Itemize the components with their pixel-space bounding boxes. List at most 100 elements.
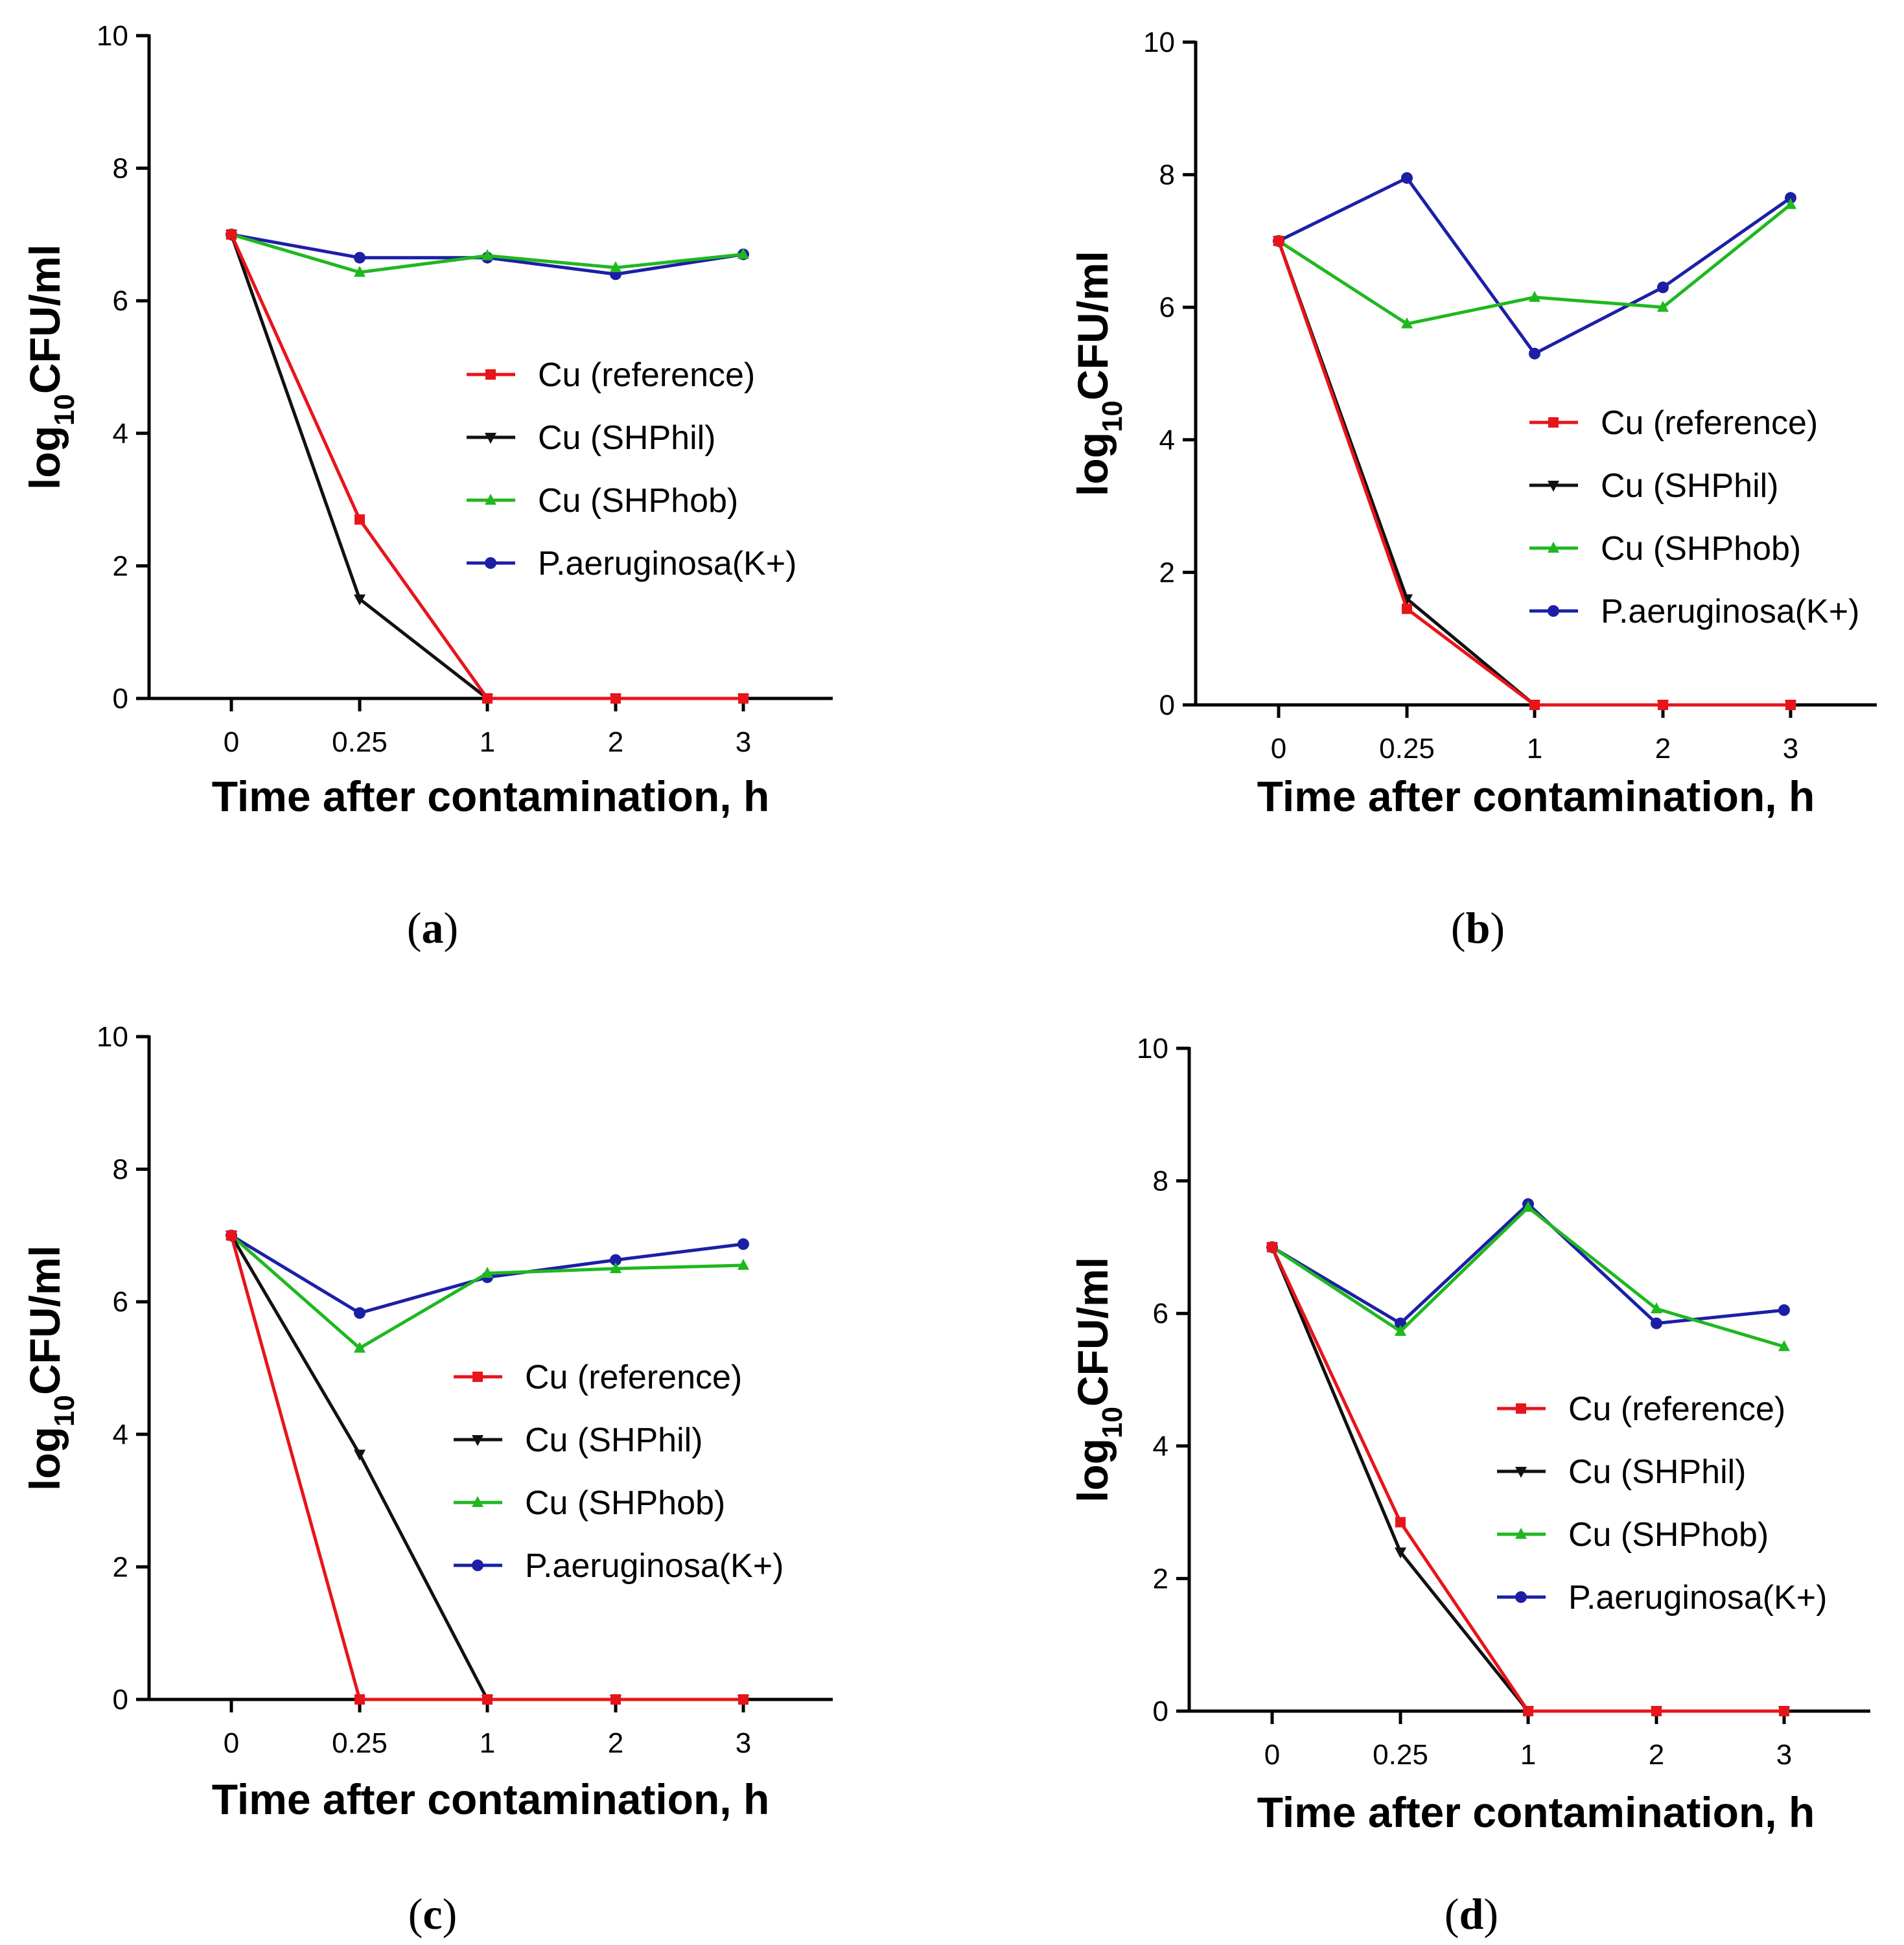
legend: Cu (reference) Cu (SHPhil) Cu (SHPhob) P.ae…	[454, 1359, 784, 1585]
series-line-cu-shphob	[1271, 1206, 1785, 1348]
data-point-cu-shphob	[737, 1258, 749, 1270]
panel-label-close: )	[444, 903, 459, 952]
legend-swatch-marker	[1548, 542, 1559, 553]
data-point-p-aeruginosa-k	[1651, 1317, 1662, 1329]
y-tick-label: 10	[1137, 1033, 1168, 1065]
data-point-cu-reference	[482, 693, 493, 704]
x-tick-label: 0	[1264, 1739, 1280, 1771]
series-cu-shphil	[226, 1230, 749, 1706]
panel-label: (a)	[407, 903, 458, 952]
legend-label: Cu (reference)	[1601, 404, 1818, 442]
x-tick-label: 3	[1776, 1739, 1792, 1771]
x-tick-label: 3	[1783, 733, 1798, 765]
panel-label-open: (	[1451, 903, 1466, 952]
legend-item-cu-shphob: Cu (SHPhob)	[1529, 530, 1801, 568]
y-tick-label: 8	[1159, 159, 1175, 191]
legend-swatch-marker	[1515, 1591, 1527, 1603]
x-tick-label: 0	[224, 726, 239, 758]
legend-item-p-aeruginosa-k: P.aeruginosa(K+)	[1497, 1579, 1827, 1617]
x-tick-label: 0.25	[1379, 733, 1435, 765]
legend-swatch-marker	[485, 557, 496, 569]
y-tick-label: 4	[113, 1419, 128, 1451]
legend: Cu (reference) Cu (SHPhil) Cu (SHPhob) P.ae…	[1529, 404, 1859, 630]
chart-panel-a: 0 2 4 6 8 10 0 0.25 1 2 3 Time after contamination,…	[21, 20, 833, 952]
series-cu-shphil	[226, 229, 749, 705]
legend-label: Cu (SHPhob)	[1601, 530, 1801, 568]
data-point-cu-shphob	[1785, 198, 1796, 209]
series-line-cu-shphob	[1277, 203, 1792, 326]
legend-item-cu-reference: Cu (reference)	[1497, 1390, 1785, 1428]
panel-label: (b)	[1451, 903, 1505, 952]
x-tick-label: 2	[1655, 733, 1671, 765]
y-axis-title-subscript: 10	[49, 394, 80, 426]
y-tick-label: 2	[113, 550, 128, 582]
data-point-cu-reference	[226, 229, 237, 240]
panel-label-close: )	[1483, 1889, 1498, 1939]
series-p-aeruginosa-k	[1273, 172, 1796, 360]
legend-label: P.aeruginosa(K+)	[538, 545, 796, 582]
y-tick-label: 2	[1159, 557, 1175, 588]
y-axis-title-log: log	[1069, 432, 1117, 496]
legend-item-p-aeruginosa-k: P.aeruginosa(K+)	[1529, 593, 1859, 630]
legend-item-cu-shphil: Cu (SHPhil)	[454, 1421, 703, 1459]
data-point-cu-shphob	[1651, 1302, 1662, 1314]
legend-swatch-marker	[1516, 1403, 1526, 1414]
y-axis-title-subscript: 10	[49, 1395, 80, 1427]
series-cu-reference	[1267, 1241, 1789, 1716]
series-cu-reference	[226, 229, 749, 704]
x-tick-label: 1	[480, 1727, 495, 1759]
x-tick-label: 2	[608, 1727, 623, 1759]
series-cu-shphob	[226, 227, 749, 277]
data-point-p-aeruginosa-k	[1529, 347, 1540, 360]
series-line-p-aeruginosa-k	[1271, 1202, 1785, 1326]
y-tick-label: 4	[113, 418, 128, 450]
y-tick-label: 10	[1143, 27, 1175, 58]
data-point-cu-reference	[1529, 700, 1540, 710]
legend-swatch-marker	[472, 1372, 483, 1382]
data-point-cu-reference	[1651, 1706, 1662, 1716]
data-point-cu-shphob	[1395, 1324, 1406, 1336]
legend-swatch-marker	[1515, 1467, 1527, 1478]
y-tick-label: 4	[1153, 1431, 1168, 1462]
legend: Cu (reference) Cu (SHPhil) Cu (SHPhob) P.ae…	[1497, 1390, 1827, 1617]
chart-panel-b: 0 2 4 6 8 10 0 0.25 1 2 3 Time after contamination,…	[1069, 27, 1877, 952]
panel-label-open: (	[408, 1889, 423, 1939]
chart-panel-c: 0 2 4 6 8 10 0 0.25 1 2 3 Time after contamination,…	[21, 1021, 833, 1939]
y-tick-label: 6	[113, 1286, 128, 1318]
data-point-p-aeruginosa-k	[737, 1238, 749, 1250]
y-tick-label: 2	[1153, 1563, 1168, 1594]
series-cu-reference	[226, 1230, 749, 1705]
y-axis-title-subscript: 10	[1097, 1407, 1128, 1438]
y-axis-title-unit: CFU/ml	[1069, 251, 1117, 400]
x-tick-label: 1	[1527, 733, 1542, 765]
y-axis-title-unit: CFU/ml	[21, 244, 69, 394]
data-point-cu-shphob	[482, 1267, 493, 1278]
legend-item-p-aeruginosa-k: P.aeruginosa(K+)	[467, 545, 796, 582]
data-point-cu-shphil	[1395, 1547, 1406, 1559]
x-tick-label: 0.25	[332, 1727, 388, 1759]
data-point-cu-shphob	[737, 247, 749, 259]
y-tick-label: 2	[113, 1551, 128, 1583]
legend-swatch-marker	[1548, 605, 1559, 617]
legend-label: Cu (reference)	[1568, 1390, 1785, 1428]
x-tick-label: 3	[736, 1727, 751, 1759]
data-point-cu-reference	[610, 1694, 621, 1705]
x-tick-label: 3	[736, 726, 751, 758]
panel-label-letter: b	[1466, 903, 1491, 952]
legend: Cu (reference) Cu (SHPhil) Cu (SHPhob) P.ae…	[467, 356, 796, 582]
y-axis-title-unit: CFU/ml	[21, 1245, 69, 1395]
y-axis-title: log10CFU/ml	[21, 1245, 80, 1491]
data-point-cu-shphob	[1401, 317, 1413, 328]
data-point-cu-reference	[482, 1694, 493, 1705]
legend-swatch-marker	[472, 1435, 483, 1446]
y-tick-label: 6	[113, 285, 128, 317]
legend-item-cu-reference: Cu (reference)	[454, 1359, 742, 1396]
data-point-cu-reference	[1402, 603, 1412, 614]
y-tick-label: 10	[97, 1021, 128, 1053]
data-point-cu-reference	[354, 514, 365, 525]
legend-label: Cu (reference)	[525, 1359, 742, 1396]
series-line-cu-reference	[229, 233, 743, 700]
x-axis-title: Time after contamination, h	[1257, 772, 1815, 820]
data-point-cu-reference	[1273, 235, 1284, 246]
x-tick-label: 1	[480, 726, 495, 758]
